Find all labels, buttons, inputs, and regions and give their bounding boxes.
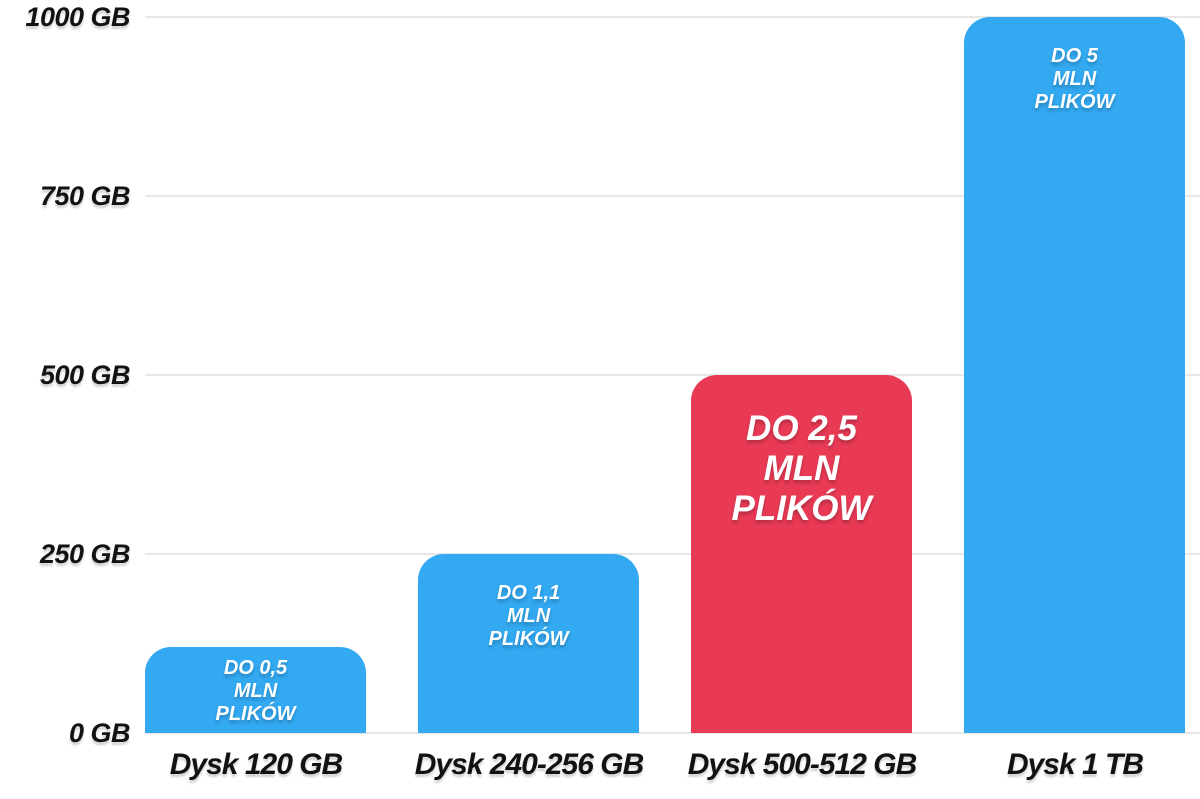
bar-value-label-line: MLN xyxy=(506,605,551,627)
bar-value-label-line: DO 1,1 xyxy=(496,582,561,604)
x-axis-category-label: Dysk 120 GB xyxy=(169,748,343,781)
bar-value-label-line: MLN xyxy=(1052,68,1097,90)
bar-value-label: DO 1,1 MLN PLIKÓW xyxy=(418,582,639,651)
gridline xyxy=(145,16,1200,18)
bar-value-label: DO 0,5 MLN PLIKÓW xyxy=(145,657,366,726)
bar-value-label-line: DO 0,5 xyxy=(223,657,288,679)
bar-value-label: DO 5 MLN PLIKÓW xyxy=(964,45,1185,114)
bar-value-label-line: PLIKÓW xyxy=(215,703,296,725)
bar-value-label-line: PLIKÓW xyxy=(731,489,872,528)
y-axis-tick-label: 750 GB xyxy=(39,181,131,211)
bar-value-label-line: MLN xyxy=(233,680,278,702)
bar-value-label-line: DO 2,5 xyxy=(746,409,857,448)
y-axis-tick-label: 500 GB xyxy=(39,360,131,390)
bar: DO 2,5 MLN PLIKÓW xyxy=(691,375,912,733)
bar: DO 0,5 MLN PLIKÓW xyxy=(145,647,366,733)
gridline xyxy=(145,732,1200,734)
bar: DO 5 MLN PLIKÓW xyxy=(964,17,1185,733)
gridline xyxy=(145,374,1200,376)
y-axis-tick-label: 1000 GB xyxy=(25,2,130,32)
bar-value-label-line: DO 5 xyxy=(1051,45,1098,67)
x-axis-category-label: Dysk 240-256 GB xyxy=(414,748,645,781)
bar-value-label-line: PLIKÓW xyxy=(488,628,569,650)
bar-value-label-line: PLIKÓW xyxy=(1034,91,1115,113)
x-axis-category-label: Dysk 500-512 GB xyxy=(687,748,918,781)
x-axis-category-label: Dysk 1 TB xyxy=(1006,748,1144,781)
bar: DO 1,1 MLN PLIKÓW xyxy=(418,554,639,733)
bar-value-label: DO 2,5 MLN PLIKÓW xyxy=(691,409,912,529)
bar-value-label-line: MLN xyxy=(763,449,840,488)
y-axis-tick-label: 250 GB xyxy=(39,539,131,569)
gridline xyxy=(145,553,1200,555)
y-axis-tick-label: 0 GB xyxy=(68,718,131,748)
gridline xyxy=(145,195,1200,197)
